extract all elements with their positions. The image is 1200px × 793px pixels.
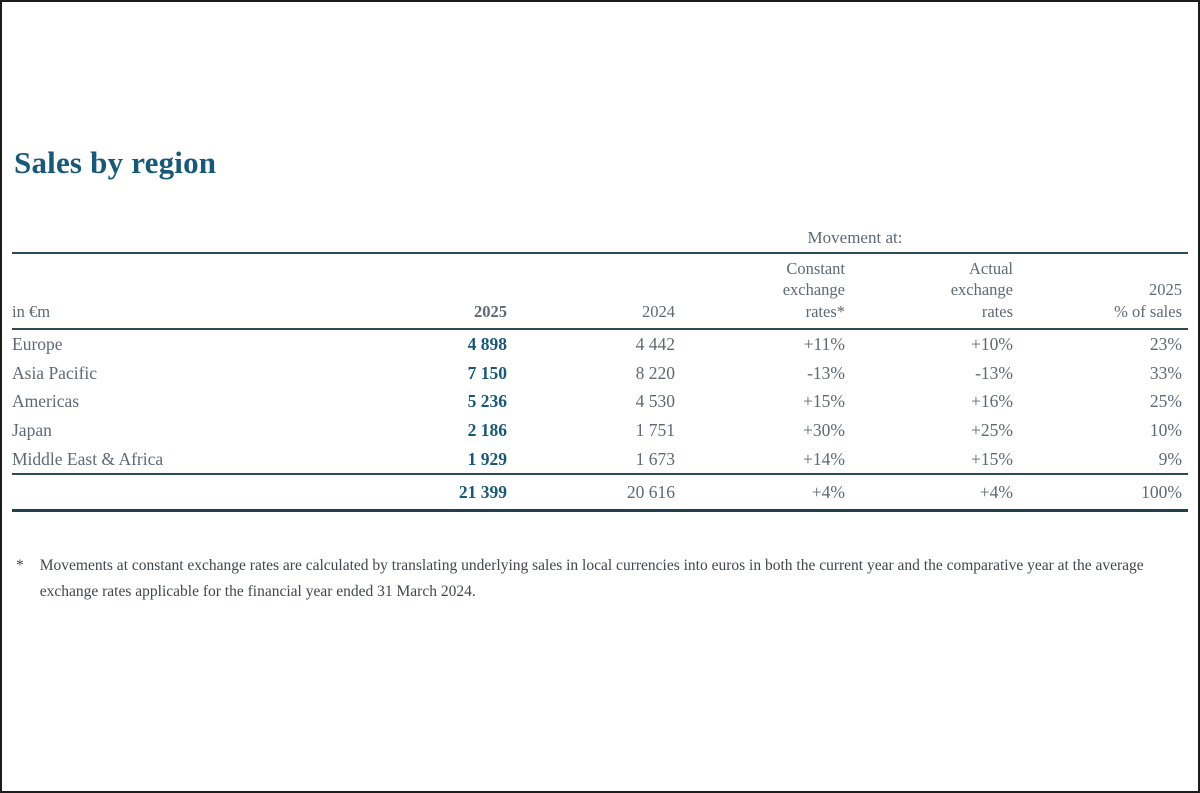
value-constant-rate: -13% bbox=[807, 362, 845, 383]
column-header-row: in €m 2025 2024 Constant exchange rates*… bbox=[12, 254, 1188, 328]
region-label: Americas bbox=[12, 391, 80, 412]
value-actual-rate: +16% bbox=[971, 391, 1013, 412]
movement-header-row: Movement at: bbox=[12, 224, 1188, 252]
table-row-japan: Japan 2 186 1 751 +30% +25% 10% bbox=[12, 416, 1188, 445]
region-label: Middle East & Africa bbox=[12, 448, 164, 469]
column-header-unit: in €m bbox=[12, 302, 51, 322]
value-actual-rate: +15% bbox=[971, 448, 1013, 469]
value-pct-of-sales: 10% bbox=[1149, 419, 1182, 440]
value-2025: 1 929 bbox=[467, 448, 507, 469]
total-actual-rate: +4% bbox=[979, 481, 1013, 502]
column-header-pct-of-sales: 2025 % of sales bbox=[1114, 280, 1182, 322]
footnote-asterisk: * bbox=[16, 557, 24, 574]
sales-by-region-table: Movement at: in €m 2025 2024 Constant ex… bbox=[12, 224, 1188, 513]
column-header-2025: 2025 bbox=[474, 302, 507, 322]
column-header-2024: 2024 bbox=[642, 302, 675, 322]
footnote-text: Movements at constant exchange rates are… bbox=[39, 557, 1144, 600]
total-2024: 20 616 bbox=[626, 481, 675, 502]
value-constant-rate: +30% bbox=[803, 419, 845, 440]
value-2025: 7 150 bbox=[467, 362, 507, 383]
value-pct-of-sales: 25% bbox=[1149, 391, 1182, 412]
value-2024: 1 751 bbox=[635, 419, 675, 440]
value-constant-rate: +11% bbox=[803, 333, 845, 354]
table-row-asia-pacific: Asia Pacific 7 150 8 220 -13% -13% 33% bbox=[12, 359, 1188, 388]
value-2024: 1 673 bbox=[635, 448, 675, 469]
value-actual-rate: -13% bbox=[975, 362, 1013, 383]
value-2024: 4 530 bbox=[635, 391, 675, 412]
value-pct-of-sales: 33% bbox=[1149, 362, 1182, 383]
value-pct-of-sales: 9% bbox=[1158, 448, 1182, 469]
movement-at-label: Movement at: bbox=[807, 228, 903, 247]
value-2025: 2 186 bbox=[467, 419, 507, 440]
table-row-europe: Europe 4 898 4 442 +11% +10% 23% bbox=[12, 330, 1188, 359]
total-2025: 21 399 bbox=[458, 481, 507, 502]
value-pct-of-sales: 23% bbox=[1149, 333, 1182, 354]
bottom-rule bbox=[12, 509, 1188, 513]
region-label: Europe bbox=[12, 333, 63, 354]
region-label: Japan bbox=[12, 419, 52, 440]
value-2025: 4 898 bbox=[467, 333, 507, 354]
region-label: Asia Pacific bbox=[12, 362, 98, 383]
value-2025: 5 236 bbox=[467, 391, 507, 412]
table-row-middle-east-africa: Middle East & Africa 1 929 1 673 +14% +1… bbox=[12, 445, 1188, 474]
value-actual-rate: +10% bbox=[971, 333, 1013, 354]
value-actual-rate: +25% bbox=[971, 419, 1013, 440]
header-rule bbox=[12, 328, 1188, 330]
page-title: Sales by region bbox=[14, 145, 217, 180]
value-2024: 8 220 bbox=[635, 362, 675, 383]
table-total-row: 21 399 20 616 +4% +4% 100% bbox=[12, 475, 1188, 509]
total-constant-rate: +4% bbox=[811, 481, 845, 502]
column-header-constant-rates: Constant exchange rates* bbox=[782, 258, 845, 322]
top-rule bbox=[12, 252, 1188, 254]
column-header-actual-rates: Actual exchange rates bbox=[950, 258, 1013, 322]
value-constant-rate: +15% bbox=[803, 391, 845, 412]
value-2024: 4 442 bbox=[635, 333, 675, 354]
total-top-rule bbox=[12, 473, 1188, 476]
footnote: * Movements at constant exchange rates a… bbox=[14, 553, 1188, 604]
value-constant-rate: +14% bbox=[803, 448, 845, 469]
table-row-americas: Americas 5 236 4 530 +15% +16% 25% bbox=[12, 387, 1188, 416]
total-pct-of-sales: 100% bbox=[1141, 481, 1182, 502]
